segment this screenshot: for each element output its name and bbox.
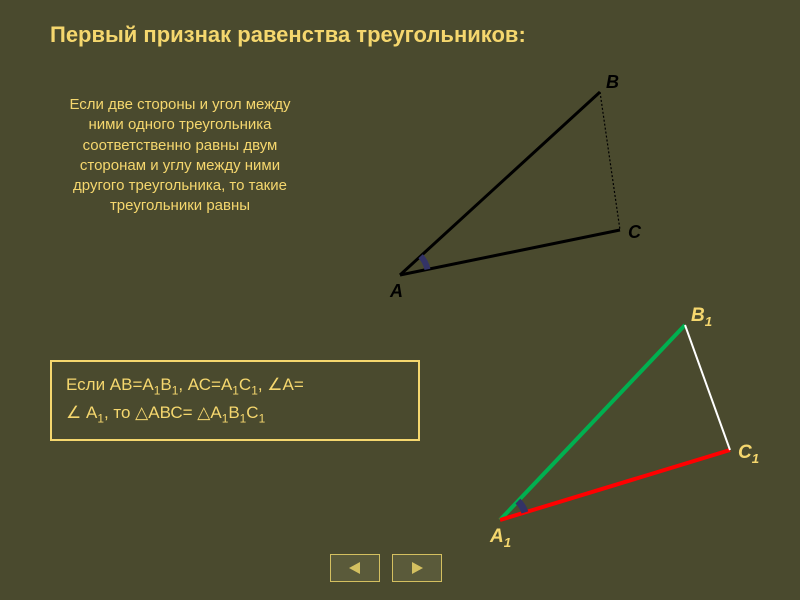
theorem-text: Если две стороны и угол между ними одног…: [60, 95, 300, 217]
formula-content: Если АВ=А1В1, АС=А1С1, ∠А=∠ А1, то △АВС=…: [66, 375, 304, 422]
vertex-label: B1: [691, 305, 712, 329]
vertex-label: C: [628, 222, 641, 243]
vertex-label: B: [606, 72, 619, 93]
nav-buttons: [330, 554, 442, 582]
triangle-diagram-1: [370, 80, 670, 300]
slide: Первый признак равенства треугольников: …: [0, 0, 800, 600]
vertex-label: A: [390, 281, 403, 302]
vertex-label: C1: [738, 442, 759, 466]
prev-button[interactable]: [330, 554, 380, 582]
triangle-diagram-2: [450, 310, 770, 540]
vertex-label: A1: [490, 526, 511, 550]
slide-title: Первый признак равенства треугольников:: [50, 22, 526, 48]
formula-box: Если АВ=А1В1, АС=А1С1, ∠А=∠ А1, то △АВС=…: [50, 360, 420, 441]
next-button[interactable]: [392, 554, 442, 582]
arrow-right-icon: [408, 560, 426, 576]
arrow-left-icon: [346, 560, 364, 576]
